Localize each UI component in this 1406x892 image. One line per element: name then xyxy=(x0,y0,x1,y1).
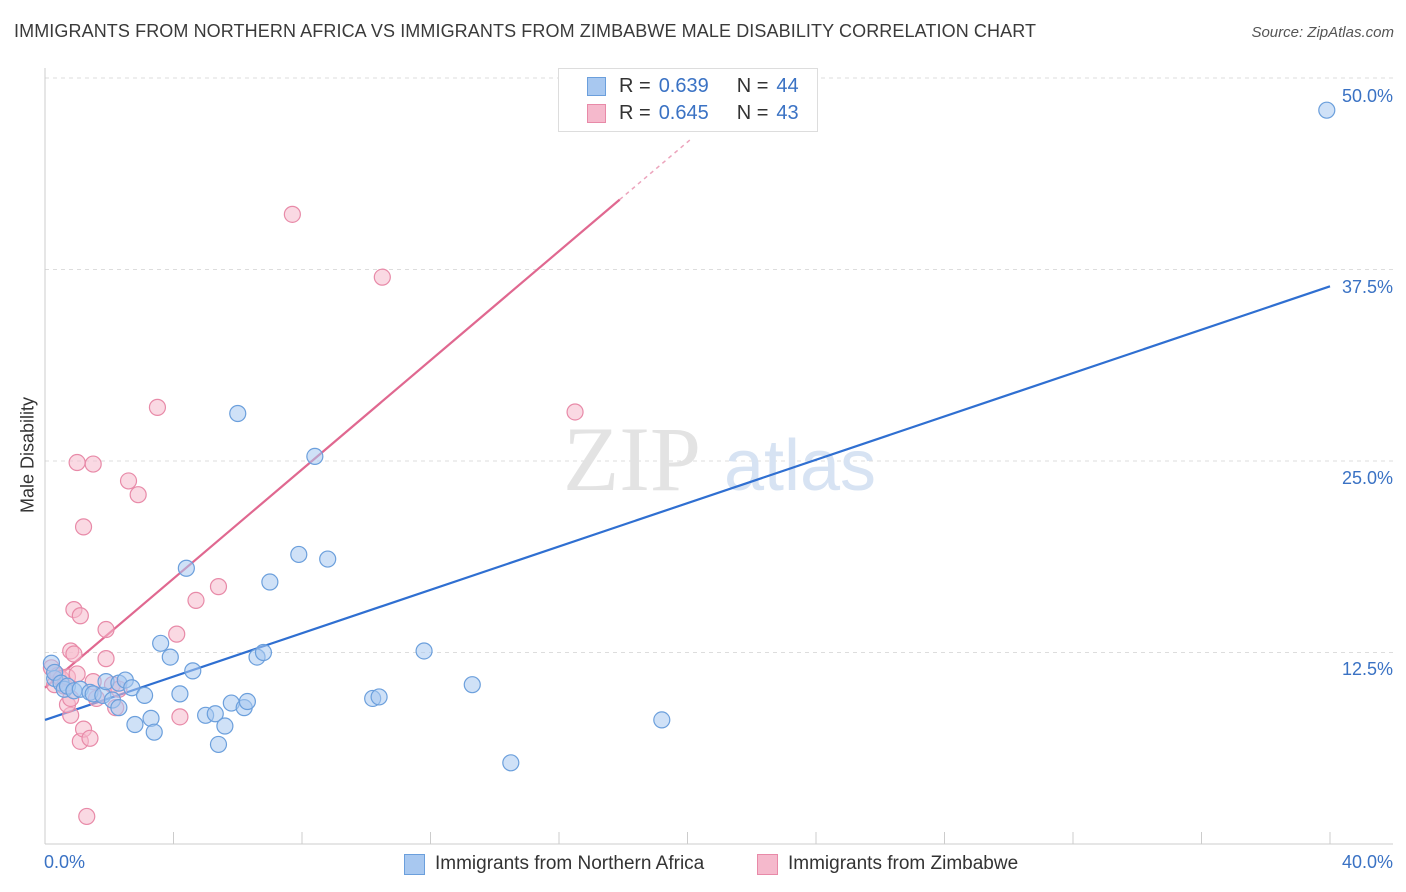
data-point-northern-africa xyxy=(254,643,273,662)
data-point-northern-africa xyxy=(229,404,247,423)
data-point-zimbabwe xyxy=(97,650,115,668)
y-tick-label-50: 50.0% xyxy=(1341,86,1393,106)
legend-r-label: R = xyxy=(619,101,651,124)
legend-r-value: 0.639 xyxy=(658,74,709,97)
data-point-northern-africa xyxy=(216,717,234,735)
data-point-zimbabwe xyxy=(373,268,391,286)
legend-label-zimbabwe: Immigrants from Zimbabwe xyxy=(788,853,1019,874)
data-point-zimbabwe xyxy=(171,708,189,726)
data-point-northern-africa xyxy=(261,573,279,591)
data-point-zimbabwe xyxy=(148,398,167,416)
chart-title: IMMIGRANTS FROM NORTHERN AFRICA VS IMMIG… xyxy=(14,21,1037,41)
data-point-zimbabwe xyxy=(566,403,584,421)
data-point-zimbabwe xyxy=(71,607,89,625)
data-point-zimbabwe xyxy=(68,453,86,472)
trend-line-northern-africa xyxy=(44,285,1331,721)
legend-n-value: 44 xyxy=(776,74,799,97)
data-point-zimbabwe xyxy=(78,807,96,826)
stats-legend: R = 0.639 N = 44 R = 0.645 N = 43 xyxy=(558,68,818,132)
data-point-northern-africa xyxy=(502,754,520,772)
data-point-zimbabwe xyxy=(84,455,102,473)
data-point-northern-africa xyxy=(370,688,388,706)
data-point-zimbabwe xyxy=(187,591,205,610)
x-tick-label-min: 0.0% xyxy=(44,852,86,872)
x-tick-label-max: 40.0% xyxy=(1341,852,1393,872)
data-point-northern-africa xyxy=(184,662,202,680)
watermark: ZIP atlas xyxy=(563,408,876,510)
data-point-northern-africa xyxy=(152,634,170,652)
data-point-northern-africa xyxy=(415,642,433,660)
legend-label-northern-africa: Immigrants from Northern Africa xyxy=(435,853,705,874)
watermark-zip: ZIP xyxy=(563,408,701,510)
data-point-northern-africa xyxy=(290,545,308,564)
data-point-northern-africa xyxy=(110,699,128,717)
y-tick-label-25: 25.0% xyxy=(1341,468,1393,488)
data-point-zimbabwe xyxy=(209,578,228,596)
data-point-northern-africa xyxy=(319,550,337,568)
data-point-northern-africa xyxy=(123,679,141,697)
legend-row-northern-africa: R = 0.639 N = 44 xyxy=(619,73,799,99)
data-point-northern-africa xyxy=(1318,101,1336,119)
legend-item-zimbabwe: Immigrants from Zimbabwe xyxy=(757,852,1018,876)
legend-r-label: R = xyxy=(619,74,651,97)
data-point-zimbabwe xyxy=(283,205,301,223)
y-tick-label-37-5: 37.5% xyxy=(1341,277,1393,297)
gridlines xyxy=(45,77,1393,653)
data-point-northern-africa xyxy=(145,723,163,741)
data-points xyxy=(42,101,1336,826)
data-point-northern-africa xyxy=(653,711,671,729)
data-point-zimbabwe xyxy=(65,645,83,663)
data-point-zimbabwe xyxy=(119,472,138,490)
legend-swatch-pink xyxy=(757,853,778,875)
data-point-zimbabwe xyxy=(74,518,93,536)
data-point-northern-africa xyxy=(177,559,195,577)
legend-row-zimbabwe: R = 0.645 N = 43 xyxy=(619,100,799,126)
data-point-northern-africa xyxy=(238,692,256,711)
data-point-northern-africa xyxy=(463,676,481,694)
trend-line-zimbabwe xyxy=(44,198,621,689)
legend-swatch-pink xyxy=(587,104,606,123)
data-point-northern-africa xyxy=(171,685,189,703)
legend-swatch-blue xyxy=(587,77,606,96)
data-point-northern-africa xyxy=(126,715,144,734)
legend-n-label: N = xyxy=(736,101,769,124)
data-point-northern-africa xyxy=(206,705,224,723)
data-point-zimbabwe xyxy=(97,620,115,639)
y-tick-label-12-5: 12.5% xyxy=(1341,659,1393,679)
legend-swatch-blue xyxy=(404,853,425,875)
source-credit: Source: ZipAtlas.com xyxy=(1251,24,1394,41)
y-axis-label: Male Disability xyxy=(17,396,38,514)
data-point-zimbabwe xyxy=(168,625,186,643)
data-point-northern-africa xyxy=(161,648,179,666)
data-point-zimbabwe xyxy=(129,486,147,504)
legend-n-value: 43 xyxy=(776,101,799,124)
trend-line-zimbabwe-extension xyxy=(619,138,692,201)
data-point-northern-africa xyxy=(135,686,154,704)
legend-r-value: 0.645 xyxy=(658,101,709,124)
legend-item-northern-africa: Immigrants from Northern Africa xyxy=(404,852,704,876)
axes xyxy=(44,68,1393,845)
data-point-northern-africa xyxy=(306,447,324,466)
legend-n-label: N = xyxy=(736,74,769,97)
data-point-zimbabwe xyxy=(81,729,99,747)
data-point-northern-africa xyxy=(209,735,228,754)
